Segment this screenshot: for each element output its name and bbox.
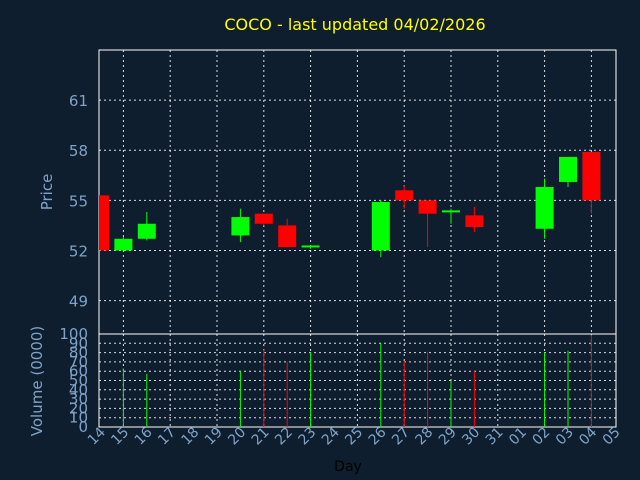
x-axis-label: Day [334, 459, 362, 475]
candles [99, 151, 601, 258]
candle-body [231, 217, 250, 236]
candle-body [99, 195, 109, 251]
volume-bars [122, 334, 592, 427]
x-tick-labels: 14 15 16 17 18 19 20 21 22 23 24 25 26 27 28 29 30 31 01 02… [85, 424, 624, 448]
volume-tick-label: 90 [69, 334, 88, 352]
volume-tick-label: 20 [69, 399, 88, 417]
volume-tick-label: 30 [69, 390, 88, 408]
volume-axis-label: Volume (0000) [28, 326, 46, 436]
price-tick-label: 61 [69, 92, 88, 110]
price-y-ticks: 49 52 55 58 61 [69, 92, 88, 310]
candle-body [254, 213, 273, 224]
volume-tick-label: 80 [69, 344, 88, 362]
volume-tick-label: 100 [59, 325, 88, 343]
candle-body [559, 156, 577, 182]
candle-body [371, 202, 390, 251]
candle-body [114, 238, 133, 251]
price-tick-label: 55 [69, 192, 88, 210]
candle-body [418, 200, 437, 214]
candle-body [395, 190, 414, 201]
volume-tick-label: 60 [69, 362, 88, 380]
price-tick-label: 49 [69, 293, 88, 311]
volume-tick-label: 0 [78, 418, 88, 436]
price-tick-label: 52 [69, 242, 88, 260]
volume-tick-label: 10 [69, 409, 88, 427]
price-axis-label: Price [38, 174, 56, 211]
candle-body [442, 210, 460, 213]
candle-body [301, 245, 320, 248]
candle-body [535, 186, 554, 229]
candle-body [465, 215, 484, 228]
volume-tick-label: 40 [69, 381, 88, 399]
chart-title: COCO - last updated 04/02/2026 [224, 15, 485, 34]
candle-body [278, 225, 297, 248]
candle-body [582, 151, 601, 201]
volume-tick-label: 70 [69, 353, 88, 371]
price-tick-label: 58 [69, 142, 88, 160]
candle-body [137, 223, 156, 239]
volume-tick-label: 50 [69, 372, 88, 390]
